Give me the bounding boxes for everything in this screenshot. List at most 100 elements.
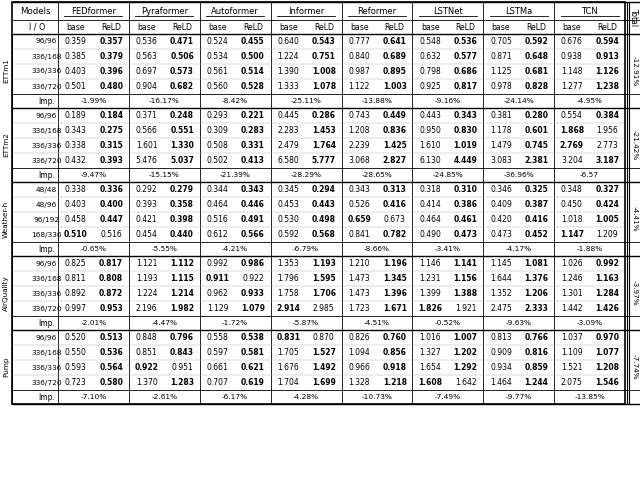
Text: 0.454: 0.454 [136, 230, 157, 239]
Bar [12, 2, 625, 404]
Text: 0.279: 0.279 [170, 185, 194, 194]
Text: 0.848: 0.848 [136, 333, 157, 342]
Text: 0.745: 0.745 [524, 141, 548, 150]
Text: 0.292: 0.292 [136, 185, 157, 194]
Text: 0.808: 0.808 [99, 274, 124, 283]
Text: 0.962: 0.962 [207, 289, 228, 298]
Text: 0.331: 0.331 [241, 141, 265, 150]
Text: 0.816: 0.816 [524, 348, 548, 357]
Text: 0.471: 0.471 [170, 37, 194, 46]
Text: 0.387: 0.387 [524, 200, 548, 209]
Text: 96/96: 96/96 [36, 39, 57, 45]
Text: 336/168: 336/168 [31, 127, 61, 133]
Text: -15.15%: -15.15% [149, 172, 180, 178]
Text: 2.985: 2.985 [313, 304, 335, 313]
Text: -25.11%: -25.11% [291, 98, 321, 104]
Text: -13.88%: -13.88% [362, 98, 392, 104]
Text: 0.327: 0.327 [595, 185, 620, 194]
Text: 1.019: 1.019 [454, 141, 477, 150]
Text: 0.357: 0.357 [99, 37, 123, 46]
Text: 0.831: 0.831 [276, 333, 300, 342]
Text: 1.521: 1.521 [561, 363, 582, 372]
Text: 336/168: 336/168 [31, 53, 61, 59]
Text: 2.773: 2.773 [596, 141, 618, 150]
Text: base: base [563, 23, 581, 31]
Text: 0.859: 0.859 [524, 363, 548, 372]
Text: 1.764: 1.764 [312, 141, 336, 150]
Text: 1.148: 1.148 [561, 67, 582, 76]
Text: 1.956: 1.956 [596, 126, 618, 135]
Text: 2.283: 2.283 [278, 126, 299, 135]
Text: 0.558: 0.558 [207, 333, 228, 342]
Text: -24.85%: -24.85% [433, 172, 463, 178]
Text: 0.293: 0.293 [207, 111, 228, 120]
Text: 0.782: 0.782 [383, 230, 406, 239]
Text: 0.648: 0.648 [524, 52, 548, 61]
Text: 1.376: 1.376 [524, 274, 548, 283]
Text: 1.921: 1.921 [455, 304, 476, 313]
Text: 1.453: 1.453 [312, 126, 335, 135]
Text: 1.208: 1.208 [348, 126, 370, 135]
Text: 5.476: 5.476 [136, 156, 157, 165]
Text: 1.246: 1.246 [561, 274, 582, 283]
Text: 0.536: 0.536 [454, 37, 477, 46]
Text: -9.47%: -9.47% [81, 172, 106, 178]
Text: -3.97%: -3.97% [632, 280, 637, 306]
Text: 0.453: 0.453 [277, 200, 300, 209]
Text: 1.345: 1.345 [383, 274, 406, 283]
Text: -4.17%: -4.17% [506, 246, 532, 252]
Text: -16.17%: -16.17% [149, 98, 180, 104]
Text: base: base [420, 23, 440, 31]
Text: 1.390: 1.390 [278, 67, 300, 76]
Text: 0.978: 0.978 [490, 82, 512, 91]
Text: 1.125: 1.125 [490, 67, 512, 76]
Text: 1.079: 1.079 [241, 304, 265, 313]
Text: 1.244: 1.244 [524, 378, 548, 387]
Text: 1.333: 1.333 [278, 82, 300, 91]
Text: 1.473: 1.473 [348, 274, 370, 283]
Text: -3.41%: -3.41% [435, 246, 461, 252]
Text: 1.178: 1.178 [490, 126, 512, 135]
Text: 1.464: 1.464 [490, 378, 512, 387]
Text: 0.841: 0.841 [348, 230, 370, 239]
Text: 0.686: 0.686 [454, 67, 477, 76]
Text: ReLD: ReLD [101, 23, 121, 31]
Text: LSTMa: LSTMa [505, 6, 532, 16]
Text: 0.520: 0.520 [65, 333, 86, 342]
Text: 0.577: 0.577 [454, 52, 477, 61]
Text: Pump: Pump [3, 357, 9, 377]
Text: 1.077: 1.077 [595, 348, 620, 357]
Text: -1.88%: -1.88% [577, 246, 603, 252]
Text: 2.381: 2.381 [524, 156, 548, 165]
Text: 1.147: 1.147 [560, 230, 584, 239]
Text: 0.913: 0.913 [595, 52, 620, 61]
Text: 1.546: 1.546 [595, 378, 619, 387]
Text: 336/720: 336/720 [31, 379, 62, 386]
Text: 0.432: 0.432 [65, 156, 86, 165]
Text: base: base [208, 23, 227, 31]
Text: 0.473: 0.473 [454, 230, 477, 239]
Text: -9.16%: -9.16% [435, 98, 461, 104]
Text: 0.568: 0.568 [312, 230, 336, 239]
Text: 0.313: 0.313 [383, 185, 406, 194]
Text: 0.760: 0.760 [383, 333, 406, 342]
Text: 0.530: 0.530 [277, 215, 300, 224]
Text: 1.126: 1.126 [595, 67, 620, 76]
Text: 0.659: 0.659 [348, 215, 371, 224]
Text: 1.005: 1.005 [595, 215, 619, 224]
Text: 1.396: 1.396 [383, 289, 406, 298]
Text: 0.581: 0.581 [241, 348, 265, 357]
Text: 0.997: 0.997 [65, 304, 86, 313]
Text: 0.416: 0.416 [383, 200, 406, 209]
Text: 0.953: 0.953 [99, 304, 123, 313]
Text: 0.563: 0.563 [136, 52, 157, 61]
Text: AirQuality: AirQuality [3, 275, 9, 311]
Text: 0.673: 0.673 [384, 215, 406, 224]
Text: 1.003: 1.003 [383, 82, 406, 91]
Text: 1.078: 1.078 [312, 82, 336, 91]
Text: 0.707: 0.707 [207, 378, 228, 387]
Text: 0.189: 0.189 [65, 111, 86, 120]
Text: 0.817: 0.817 [99, 259, 124, 268]
Text: 336/720: 336/720 [31, 83, 62, 90]
Text: 0.593: 0.593 [65, 363, 86, 372]
